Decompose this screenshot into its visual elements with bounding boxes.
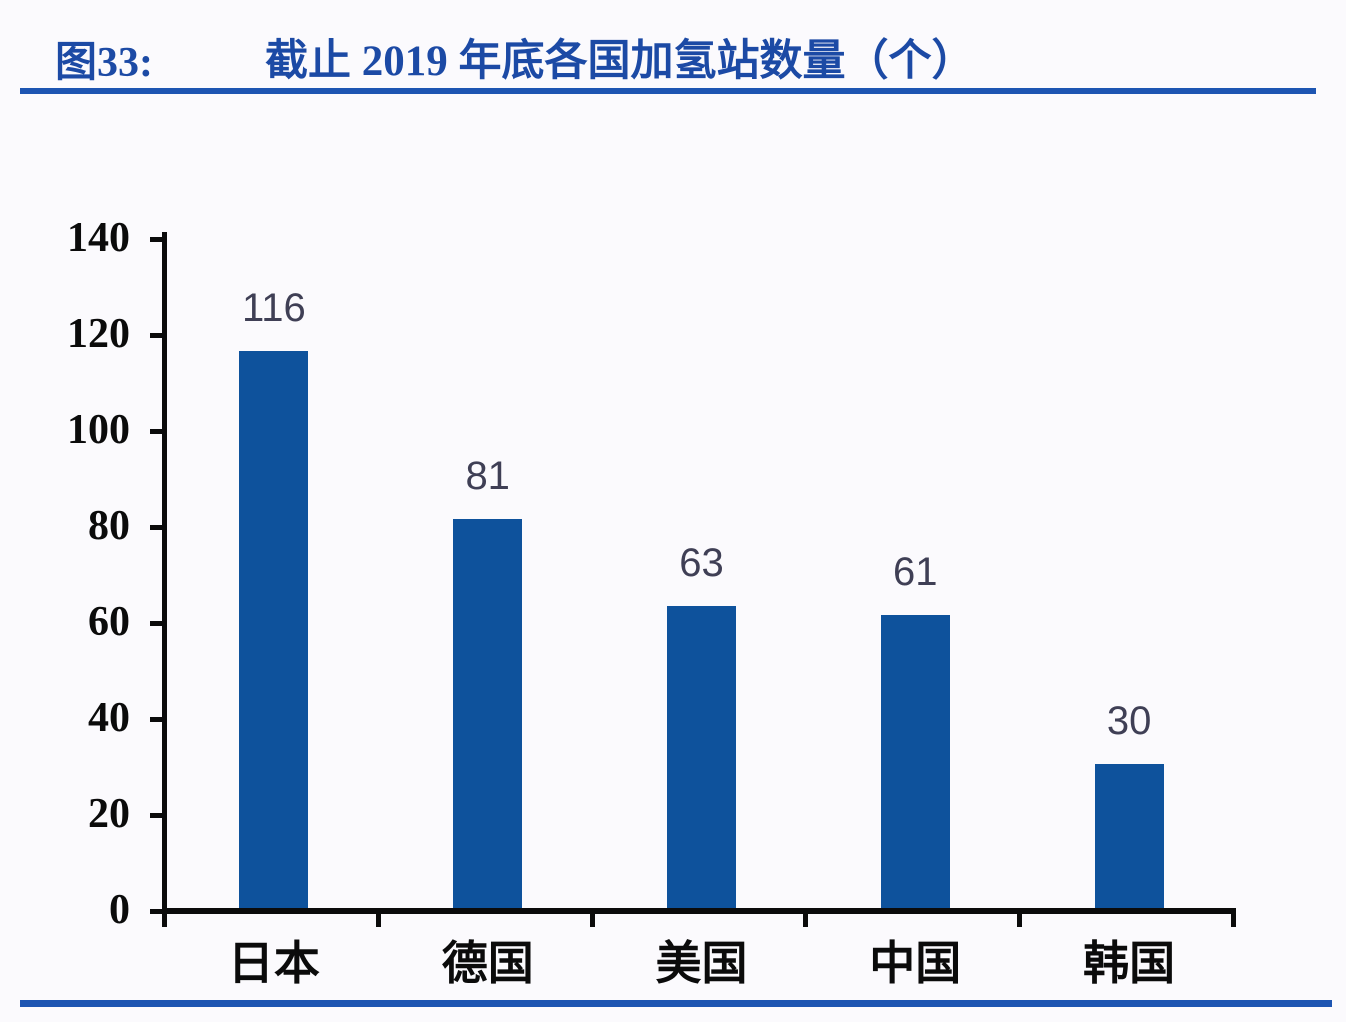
figure-title: 截止 2019 年底各国加氢站数量（个） xyxy=(265,38,975,85)
x-category-label: 德国 xyxy=(441,938,534,989)
y-tick-label: 40 xyxy=(88,695,130,741)
y-tick xyxy=(150,237,167,242)
x-tick xyxy=(375,908,381,927)
x-axis-line xyxy=(162,908,1236,914)
y-tick-label: 100 xyxy=(67,407,130,453)
y-tick xyxy=(150,621,167,626)
x-category-label: 中国 xyxy=(869,938,962,989)
bar-value-label: 61 xyxy=(893,550,938,595)
y-tick xyxy=(150,429,167,434)
y-tick xyxy=(150,525,167,530)
y-tick-label: 60 xyxy=(88,599,130,645)
x-tick xyxy=(1017,908,1023,927)
x-tick xyxy=(162,908,167,927)
bar-value-label: 116 xyxy=(242,286,306,331)
x-tick xyxy=(1231,908,1236,927)
y-tick-label: 140 xyxy=(67,215,130,261)
bar xyxy=(667,605,736,908)
bar xyxy=(880,615,950,908)
bar-value-label: 81 xyxy=(465,454,510,499)
y-tick xyxy=(150,909,167,914)
bar xyxy=(453,519,523,908)
y-tick xyxy=(150,813,167,818)
y-tick xyxy=(150,717,167,722)
y-axis-line xyxy=(162,232,167,925)
y-tick-label: 120 xyxy=(67,311,130,357)
x-category-label: 韩国 xyxy=(1083,938,1176,989)
bar-value-label: 63 xyxy=(679,540,724,585)
bottom-divider xyxy=(20,1000,1332,1007)
y-tick-label: 0 xyxy=(109,887,130,933)
figure-number-label: 图33: xyxy=(55,40,153,86)
x-category-label: 美国 xyxy=(655,938,748,989)
x-tick xyxy=(803,908,809,927)
x-tick xyxy=(589,908,595,927)
bar xyxy=(239,351,309,908)
y-tick-label: 20 xyxy=(88,791,130,837)
x-category-label: 日本 xyxy=(227,938,320,989)
y-tick xyxy=(150,333,167,338)
bar xyxy=(1094,764,1164,908)
y-tick-label: 80 xyxy=(88,503,130,549)
title-divider xyxy=(20,88,1316,94)
bar-value-label: 30 xyxy=(1106,699,1152,743)
